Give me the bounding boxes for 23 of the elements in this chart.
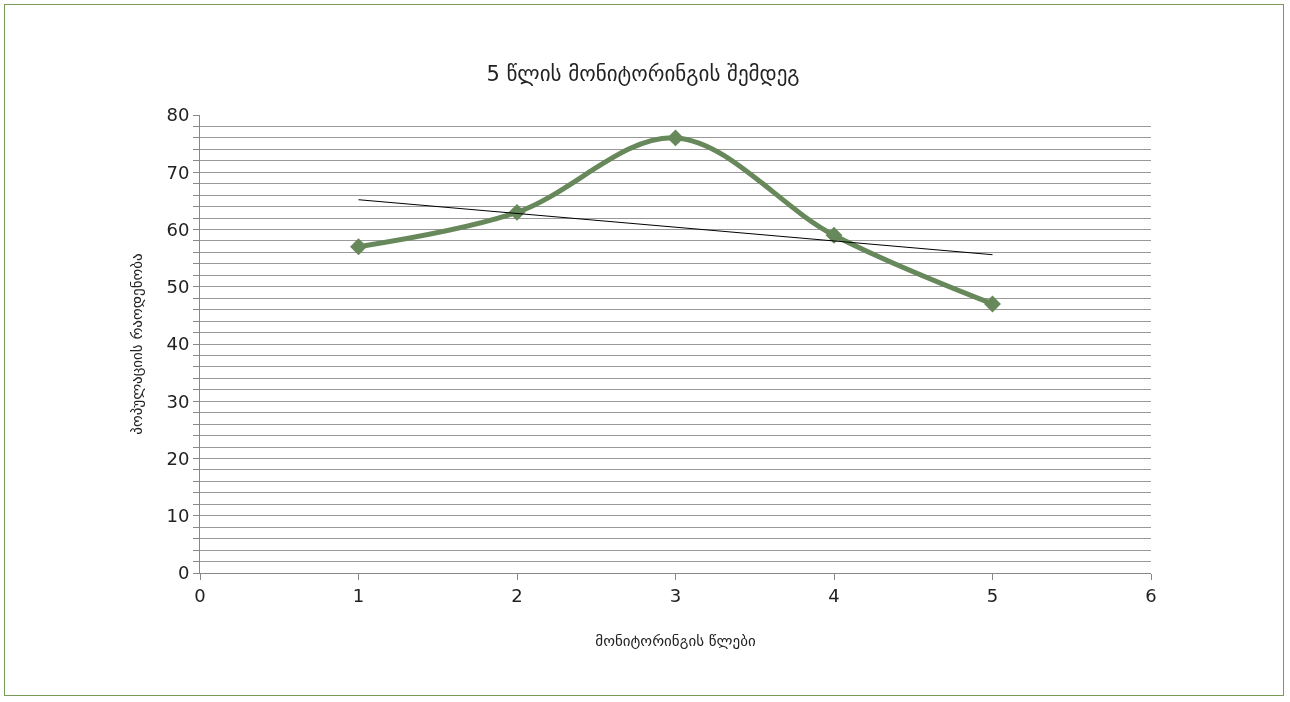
- x-tick-label: 0: [194, 584, 206, 606]
- point: [667, 129, 684, 147]
- x-tick-label: 5: [986, 584, 999, 606]
- chart-title: 5 წლის მონიტორინგის შემდეგ: [486, 62, 800, 87]
- y-axis-title: პოპულაციის რაოდენობა: [127, 253, 146, 435]
- point: [984, 295, 1001, 313]
- x-tick-label: 4: [828, 584, 840, 606]
- point: [825, 226, 843, 244]
- y-tick-label: 70: [166, 161, 190, 183]
- point: [350, 238, 367, 256]
- y-tick-label: 40: [166, 333, 190, 355]
- x-axis-title: მონიტორინგის წლები: [595, 631, 756, 650]
- y-tick-label: 80: [166, 104, 190, 126]
- y-tick-label: 50: [166, 276, 190, 298]
- y-tick-label: 60: [166, 218, 190, 240]
- x-tick-label: 3: [669, 584, 682, 606]
- y-tick-label: 30: [166, 390, 190, 412]
- y-tick-label: 0: [177, 562, 190, 584]
- x-tick-label: 2: [511, 584, 523, 606]
- x-tick-label: 1: [352, 584, 365, 606]
- y-tick-label: 10: [166, 505, 190, 527]
- y-tick-label: 20: [166, 447, 190, 469]
- x-tick-label: 6: [1145, 584, 1157, 606]
